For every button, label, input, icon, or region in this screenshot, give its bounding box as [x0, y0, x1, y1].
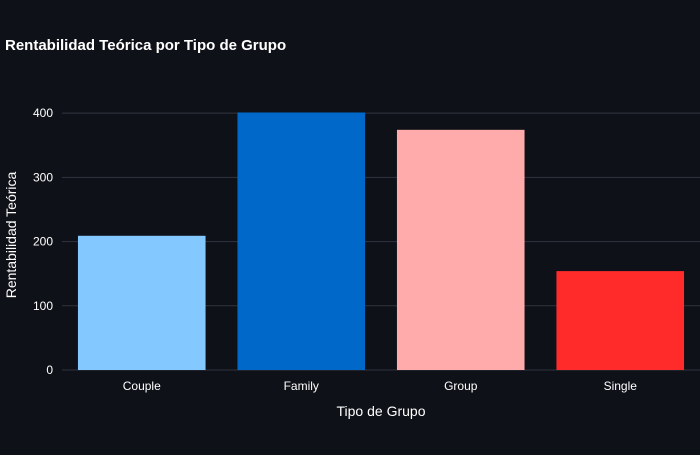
x-axis-title: Tipo de Grupo — [337, 403, 426, 419]
x-tick-label: Group — [444, 379, 478, 393]
y-tick-label: 400 — [33, 106, 53, 120]
x-tick-label: Single — [604, 379, 638, 393]
chart-title: Rentabilidad Teórica por Tipo de Grupo — [5, 37, 286, 54]
bar-couple[interactable] — [77, 235, 206, 370]
bar-group[interactable] — [396, 129, 525, 370]
y-axis-ticks: 0 100 200 300 400 — [33, 106, 53, 377]
y-tick-label: 0 — [46, 363, 53, 377]
bars — [77, 112, 685, 370]
x-tick-label: Family — [284, 379, 319, 393]
y-tick-label: 300 — [33, 170, 53, 184]
x-axis-ticks: Couple Family Group Single — [123, 379, 638, 393]
y-tick-label: 200 — [33, 235, 53, 249]
x-tick-label: Couple — [123, 379, 161, 393]
bar-family[interactable] — [237, 112, 366, 370]
y-axis-title: Rentabilidad Teórica — [3, 171, 19, 298]
y-tick-label: 100 — [33, 299, 53, 313]
bar-single[interactable] — [556, 271, 685, 370]
